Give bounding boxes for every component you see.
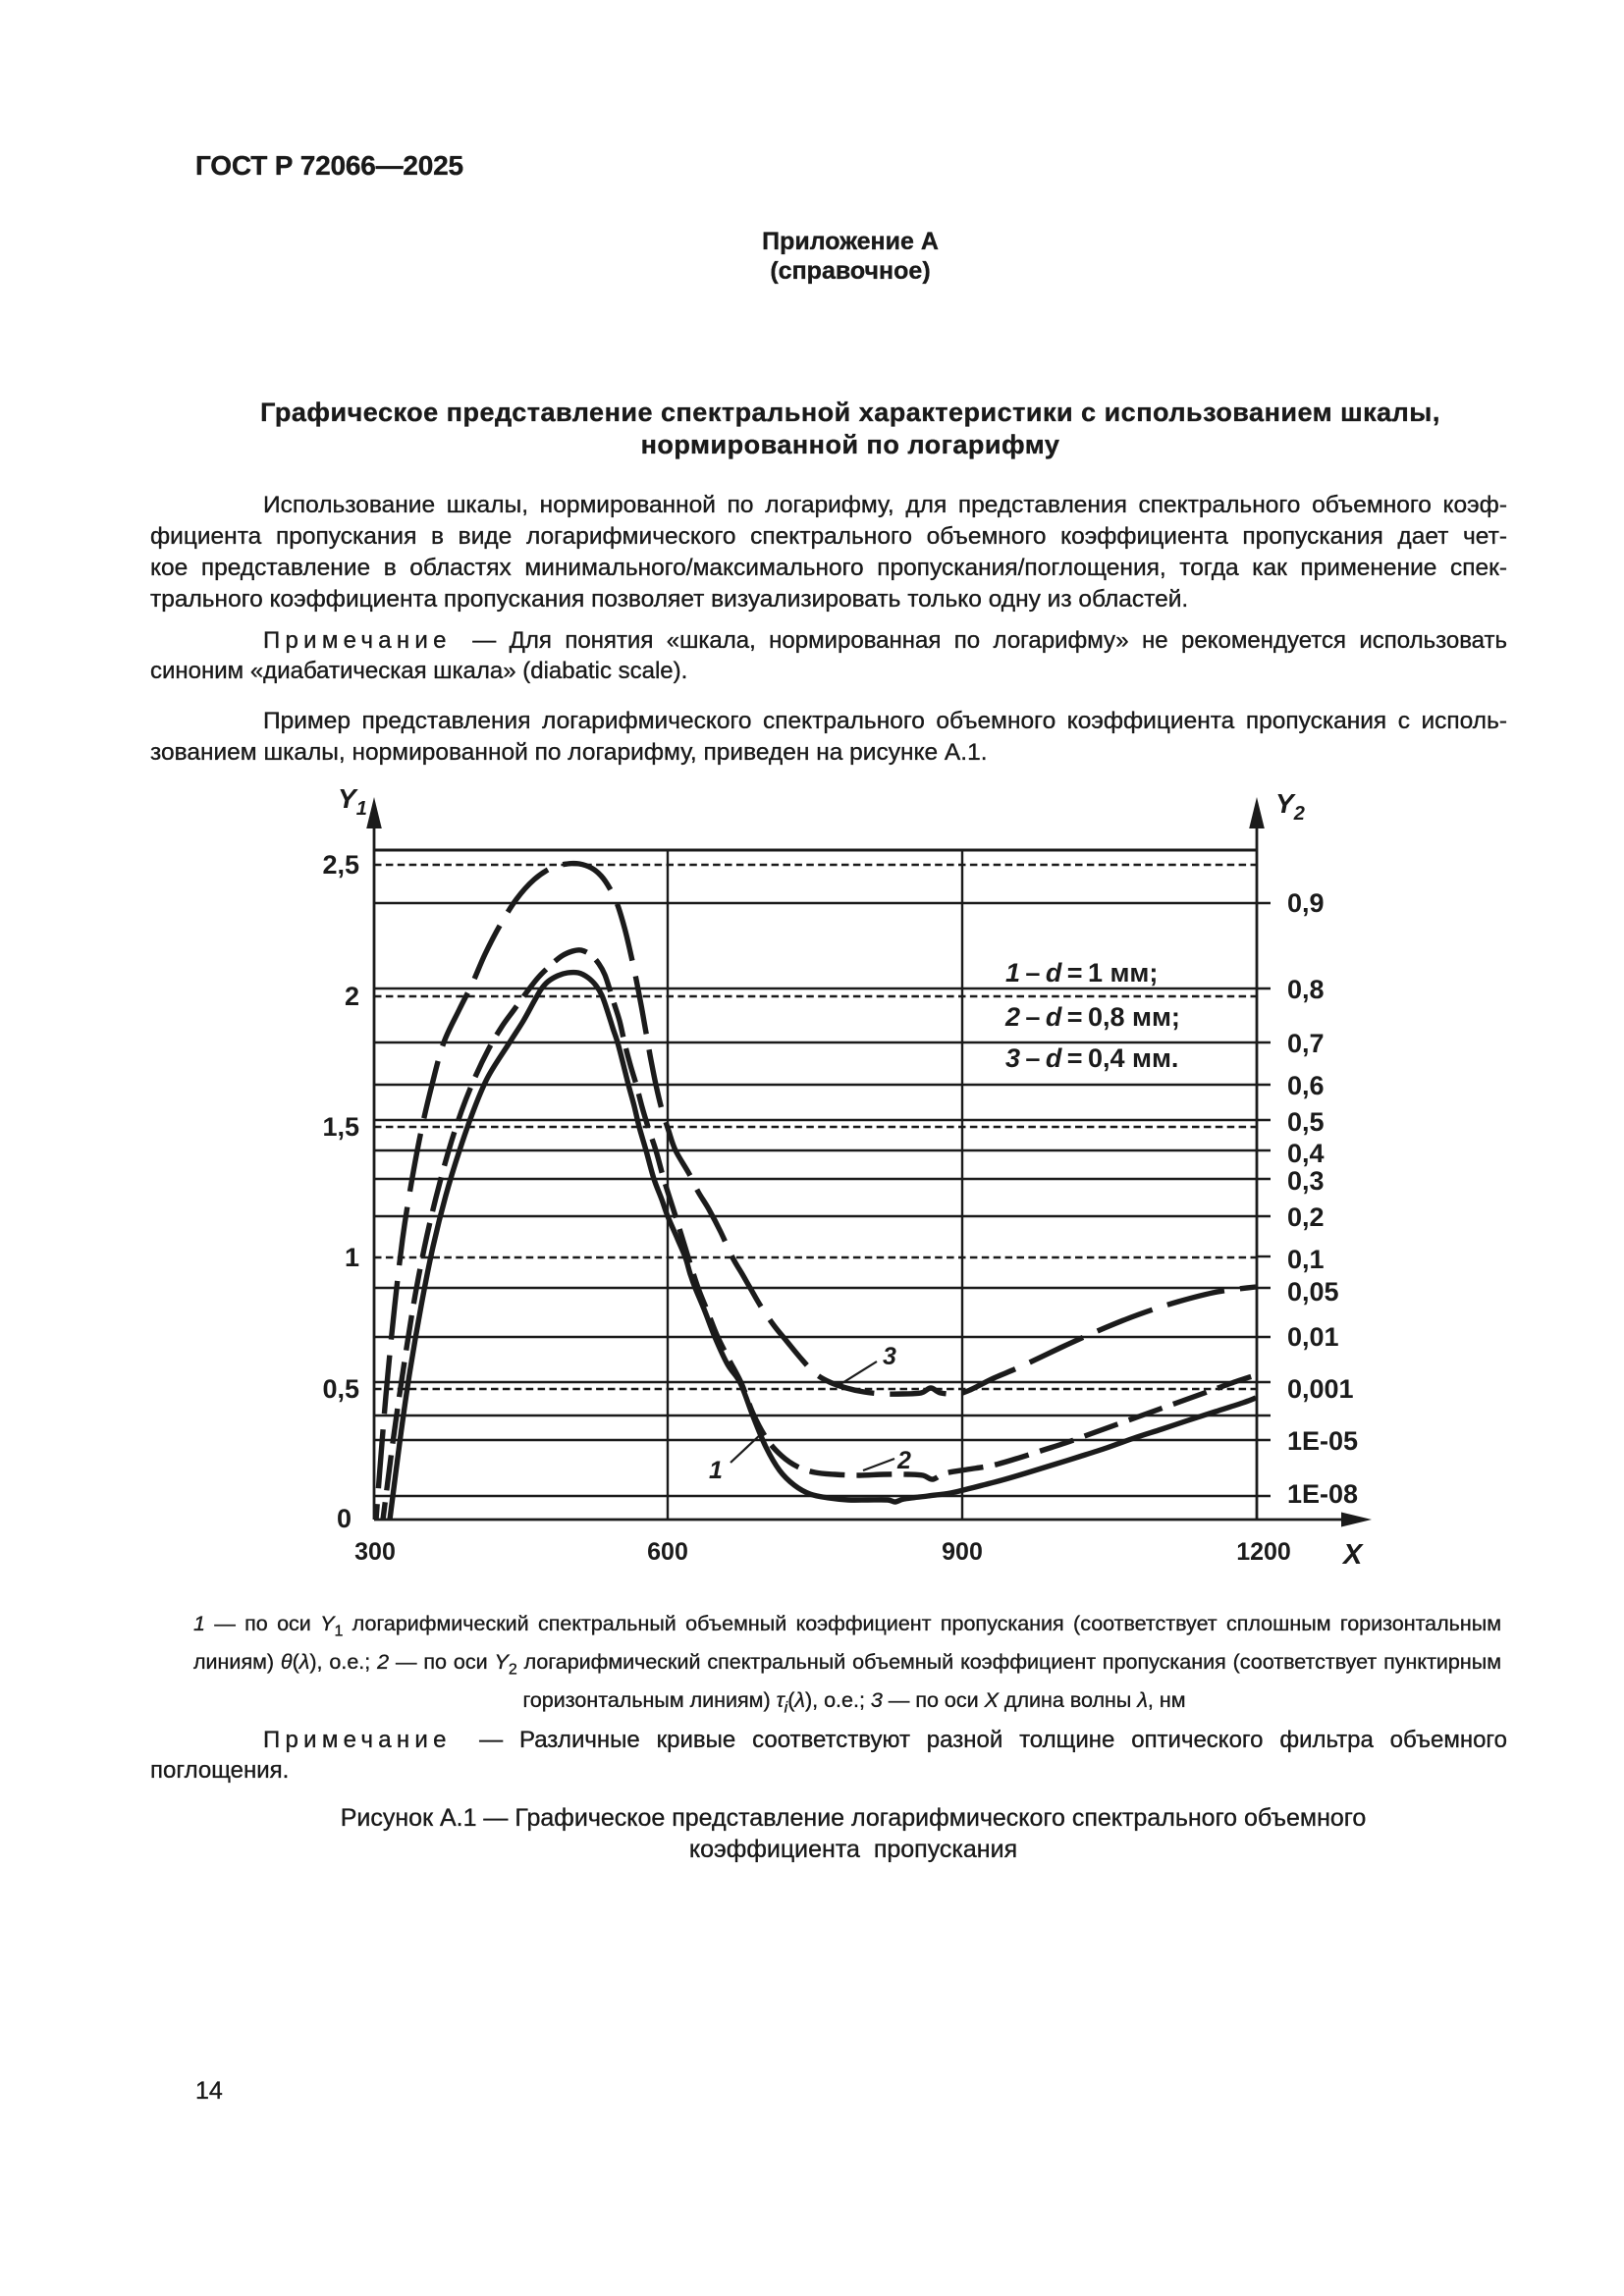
svg-text:0,7: 0,7 [1287, 1029, 1325, 1058]
svg-text:1,5: 1,5 [322, 1112, 359, 1142]
svg-text:0,05: 0,05 [1287, 1277, 1339, 1307]
svg-text:0,3: 0,3 [1287, 1166, 1325, 1196]
svg-text:2: 2 [345, 982, 359, 1011]
svg-text:0,2: 0,2 [1287, 1202, 1325, 1232]
svg-text:3 – d = 0,4 мм.: 3 – d = 0,4 мм. [1005, 1043, 1178, 1073]
svg-text:900: 900 [942, 1538, 983, 1566]
svg-text:1E-05: 1E-05 [1287, 1426, 1358, 1456]
svg-text:1200: 1200 [1236, 1538, 1291, 1566]
svg-text:1: 1 [709, 1457, 723, 1484]
svg-text:600: 600 [647, 1538, 688, 1566]
svg-text:0,01: 0,01 [1287, 1322, 1339, 1352]
svg-text:Y2: Y2 [1275, 788, 1305, 825]
svg-text:300: 300 [354, 1538, 396, 1566]
svg-text:3: 3 [883, 1343, 896, 1370]
svg-text:1E-08: 1E-08 [1287, 1479, 1358, 1509]
svg-text:0,5: 0,5 [1287, 1107, 1325, 1137]
svg-text:2: 2 [896, 1447, 911, 1474]
svg-text:0,6: 0,6 [1287, 1071, 1325, 1100]
svg-text:0,1: 0,1 [1287, 1245, 1325, 1274]
svg-text:X: X [1341, 1539, 1364, 1571]
svg-text:0,9: 0,9 [1287, 888, 1325, 918]
svg-text:0,001: 0,001 [1287, 1374, 1354, 1404]
svg-text:1: 1 [345, 1243, 359, 1272]
svg-text:1 – d = 1 мм;: 1 – d = 1 мм; [1005, 958, 1158, 988]
svg-text:Y1: Y1 [338, 783, 367, 820]
svg-text:0,4: 0,4 [1287, 1139, 1325, 1168]
svg-text:2 – d = 0,8 мм;: 2 – d = 0,8 мм; [1004, 1002, 1180, 1032]
svg-text:0,8: 0,8 [1287, 975, 1325, 1004]
svg-text:2,5: 2,5 [322, 850, 359, 880]
svg-text:0,5: 0,5 [322, 1374, 359, 1404]
svg-text:0: 0 [337, 1504, 352, 1533]
